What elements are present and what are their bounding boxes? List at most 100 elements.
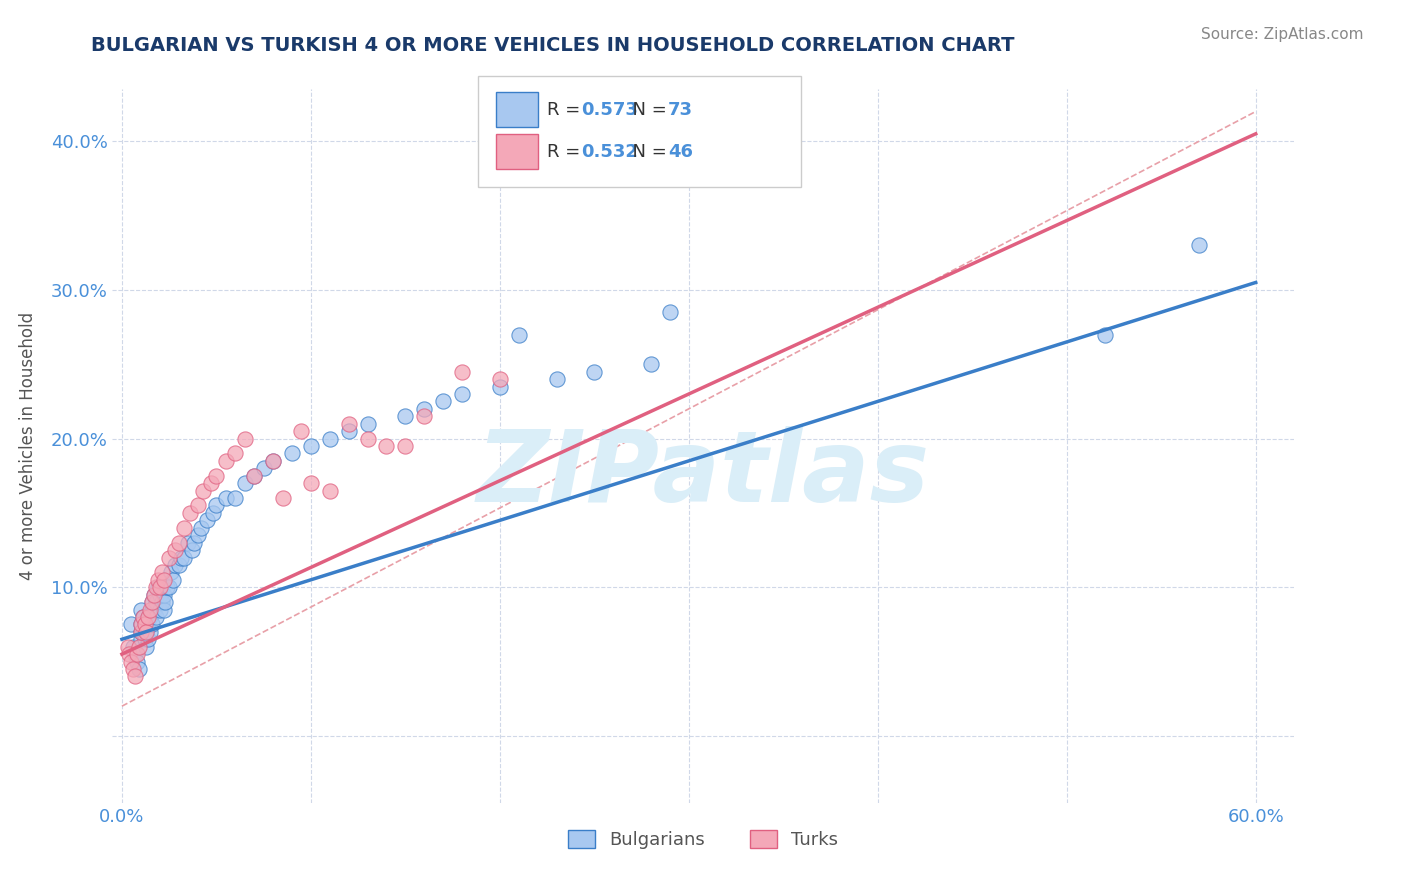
Point <box>145 580 167 594</box>
Point <box>143 602 166 616</box>
Point <box>117 640 139 654</box>
Point <box>150 580 173 594</box>
Text: 46: 46 <box>668 143 693 161</box>
Point <box>177 535 200 549</box>
Point <box>215 491 238 505</box>
Point <box>233 432 256 446</box>
Point <box>281 446 304 460</box>
Point <box>163 558 186 572</box>
Point <box>152 602 174 616</box>
Point <box>243 468 266 483</box>
Point <box>132 610 155 624</box>
Text: N =: N = <box>621 101 673 119</box>
Point <box>173 550 195 565</box>
Point <box>337 417 360 431</box>
Point <box>139 624 162 639</box>
Point <box>122 662 145 676</box>
Point <box>640 357 662 371</box>
Point <box>120 617 142 632</box>
Point <box>132 610 155 624</box>
Point <box>262 454 284 468</box>
Point <box>150 595 173 609</box>
Legend: Bulgarians, Turks: Bulgarians, Turks <box>558 821 848 858</box>
Point <box>124 647 146 661</box>
Point <box>193 483 215 498</box>
Point <box>124 669 146 683</box>
Text: 0.573: 0.573 <box>581 101 637 119</box>
Text: R =: R = <box>547 143 586 161</box>
Point <box>157 580 180 594</box>
Point <box>658 305 681 319</box>
Point <box>129 617 152 632</box>
Point <box>146 573 169 587</box>
Point <box>143 588 166 602</box>
Point <box>141 617 163 632</box>
Point <box>290 424 312 438</box>
Point <box>167 558 190 572</box>
Point <box>180 543 202 558</box>
Point <box>173 521 195 535</box>
Point <box>129 624 152 639</box>
Point <box>145 610 167 624</box>
Point <box>169 550 191 565</box>
Point <box>205 499 228 513</box>
Point <box>413 401 436 416</box>
Point <box>356 432 378 446</box>
Point <box>451 365 474 379</box>
Point <box>122 640 145 654</box>
Point <box>583 365 606 379</box>
Point <box>152 573 174 587</box>
Point <box>149 602 172 616</box>
Point <box>157 550 180 565</box>
Point <box>451 387 474 401</box>
Point <box>143 588 166 602</box>
Point <box>125 647 148 661</box>
Point <box>163 543 186 558</box>
Point <box>134 617 156 632</box>
Point <box>135 624 157 639</box>
Point <box>243 468 266 483</box>
Point <box>375 439 398 453</box>
Text: 73: 73 <box>668 101 693 119</box>
Text: 0.532: 0.532 <box>581 143 637 161</box>
Point <box>215 454 238 468</box>
Point <box>128 640 150 654</box>
Point <box>205 468 228 483</box>
Point <box>179 506 201 520</box>
Point <box>200 476 222 491</box>
Point <box>394 439 416 453</box>
Point <box>129 617 152 632</box>
Point <box>546 372 568 386</box>
Point <box>138 632 160 647</box>
Point <box>224 446 246 460</box>
Point <box>394 409 416 424</box>
Point <box>139 602 162 616</box>
Point <box>138 610 160 624</box>
Point <box>141 602 163 616</box>
Point <box>162 573 184 587</box>
Point <box>135 640 157 654</box>
Point <box>129 602 152 616</box>
Point <box>508 327 530 342</box>
Point <box>253 461 276 475</box>
Point <box>125 655 148 669</box>
Point <box>138 610 160 624</box>
Text: R =: R = <box>547 101 586 119</box>
Point <box>156 580 179 594</box>
Point <box>141 595 163 609</box>
Point <box>190 521 212 535</box>
Point <box>120 655 142 669</box>
Point <box>224 491 246 505</box>
Point <box>118 647 141 661</box>
Point <box>167 535 190 549</box>
Point <box>146 580 169 594</box>
Point <box>195 513 218 527</box>
Point <box>134 632 156 647</box>
Point <box>160 566 183 580</box>
Point <box>149 580 172 594</box>
Point <box>299 476 322 491</box>
Point <box>356 417 378 431</box>
Point <box>319 483 342 498</box>
Point <box>186 528 208 542</box>
Point <box>145 595 167 609</box>
